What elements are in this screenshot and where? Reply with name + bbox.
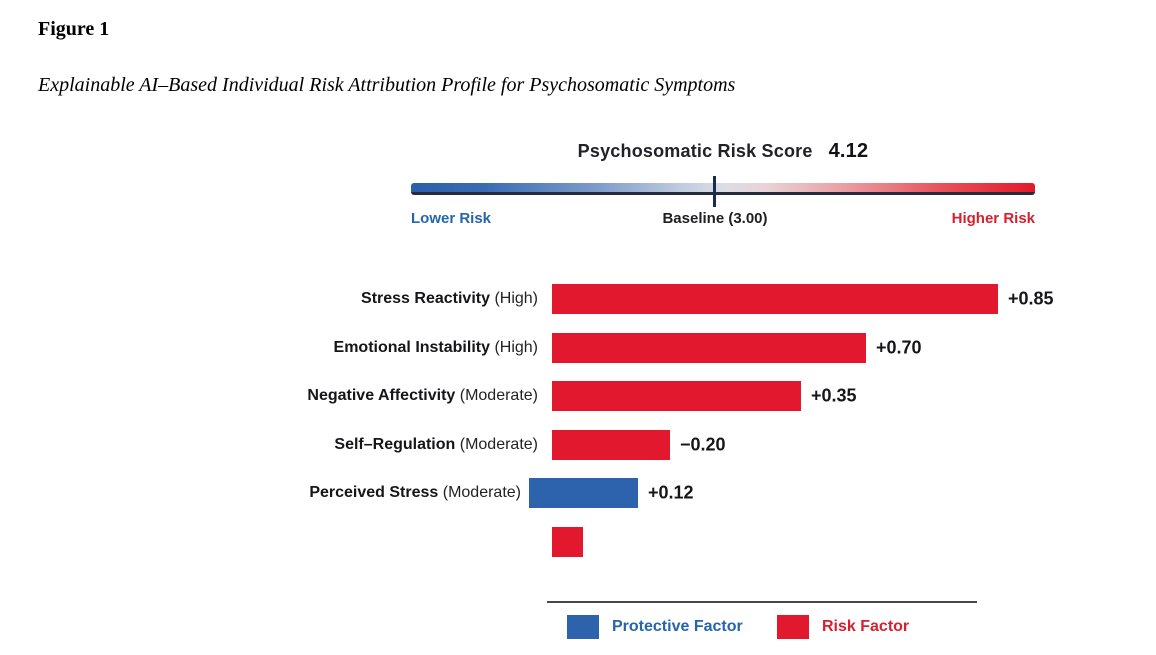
risk-bar <box>552 527 583 557</box>
factor-label: Emotional Instability (High) <box>333 339 538 356</box>
contribution-value: +0.85 <box>1008 288 1054 309</box>
contribution-value: +0.70 <box>876 337 922 358</box>
contribution-value: +0.35 <box>811 385 857 406</box>
scale-label-lower-risk: Lower Risk <box>411 210 492 227</box>
legend-divider-line <box>547 601 977 603</box>
chart-title: Psychosomatic Risk Score 4.12 <box>411 140 1035 163</box>
risk-bar <box>552 381 801 411</box>
protective-bar <box>529 478 638 508</box>
factor-row: Self–Regulation (Moderate) −0.20 <box>0 430 1156 460</box>
factor-row: Stress Reactivity (High) +0.85 <box>0 284 1156 314</box>
contribution-value: −0.20 <box>680 434 726 455</box>
risk-score-value: 4.12 <box>828 140 869 162</box>
factor-row: Perceived Stress (Moderate) +0.12 <box>0 478 1156 508</box>
risk-bar <box>552 430 670 460</box>
chart-title-text: Psychosomatic Risk Score <box>577 141 813 161</box>
legend-label-risk: Risk Factor <box>822 618 910 635</box>
scale-label-higher-risk: Higher Risk <box>951 210 1035 227</box>
risk-factor-swatch <box>777 615 809 639</box>
factor-row <box>0 527 1156 557</box>
figure-label: Figure 1 <box>38 18 110 40</box>
scale-label-baseline: Baseline (3.00) <box>662 210 768 227</box>
factor-label: Self–Regulation (Moderate) <box>334 436 538 453</box>
factor-label: Stress Reactivity (High) <box>361 290 538 307</box>
factor-label: Negative Affectivity (Moderate) <box>307 387 538 404</box>
protective-factor-swatch <box>567 615 599 639</box>
risk-bar <box>552 333 866 363</box>
factor-row: Negative Affectivity (Moderate) +0.35 <box>0 381 1156 411</box>
baseline-tick-marker <box>713 176 716 207</box>
factor-label: Perceived Stress (Moderate) <box>309 484 521 501</box>
legend-label-protective: Protective Factor <box>612 618 743 635</box>
figure-caption: Explainable AI–Based Individual Risk Att… <box>38 74 736 96</box>
contribution-value: +0.12 <box>648 482 694 503</box>
risk-scale-gradient-bar <box>411 183 1035 195</box>
factor-row: Emotional Instability (High) +0.70 <box>0 333 1156 363</box>
risk-bar <box>552 284 998 314</box>
